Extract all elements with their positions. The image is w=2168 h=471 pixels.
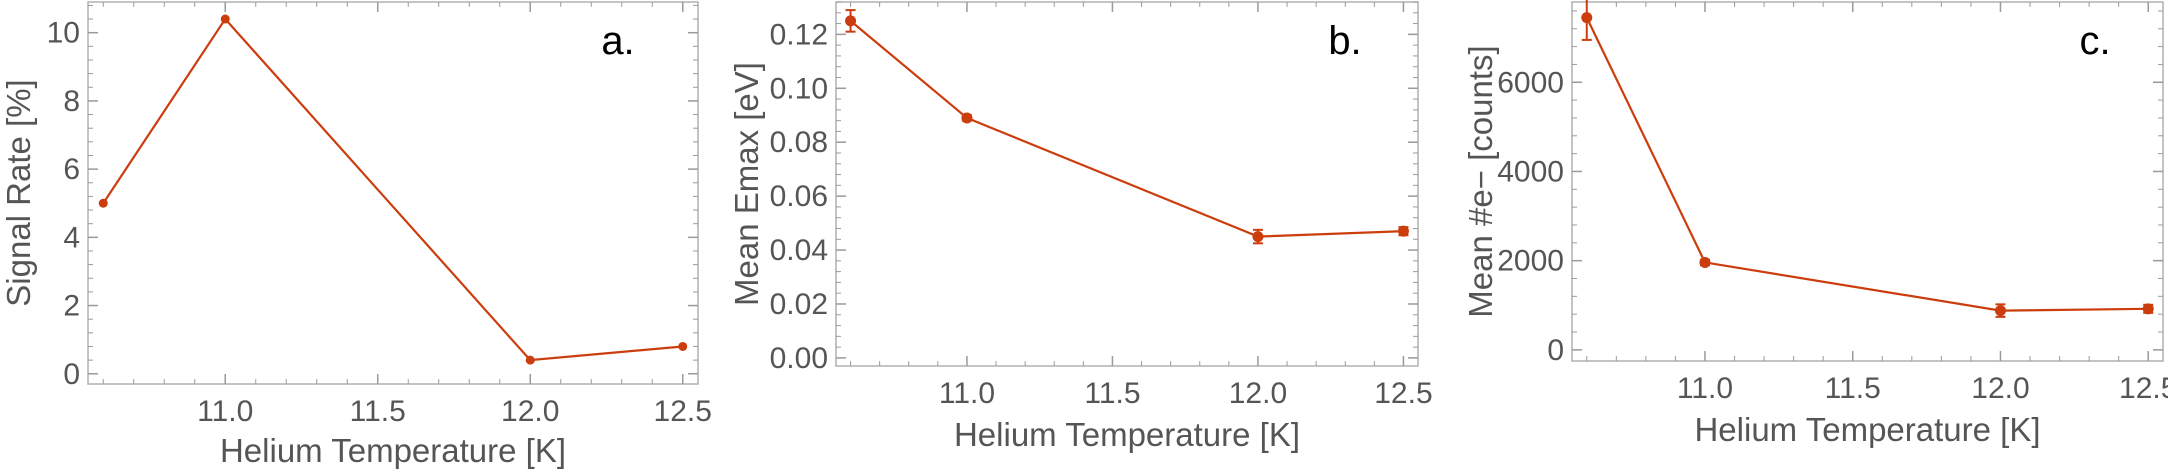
data-point (220, 14, 230, 24)
x-tick-label: 11.0 (1677, 372, 1733, 405)
plot-frame (1571, 1, 2164, 362)
y-tick-label: 0.02 (770, 288, 828, 321)
x-tick-label: 12.0 (501, 395, 559, 428)
x-axis-label: Helium Temperature [K] (220, 432, 566, 469)
y-tick-label: 0.10 (770, 72, 828, 105)
y-tick-label: 4000 (1497, 155, 1564, 188)
data-point (98, 198, 108, 208)
y-tick-label: 4 (63, 221, 80, 254)
series-line (1585, 17, 2149, 312)
y-tick-label: 2 (63, 290, 80, 323)
y-axis-label: Mean #e− [counts] (1462, 45, 1499, 317)
chart-panel-2: 11.0 11.5 12.0 12.5 0.00 0.02 0.04 0.06 0.08 0.10… (728, 1, 1433, 453)
panel-label: c. (2079, 19, 2110, 63)
y-tick-label: 2000 (1497, 245, 1564, 278)
y-tick-label: 0 (63, 358, 80, 391)
data-point (961, 112, 973, 124)
data-point (678, 341, 688, 351)
y-tick-label: 0.04 (770, 234, 828, 267)
y-tick-label: 0.06 (770, 180, 828, 213)
x-axis-label: Helium Temperature [K] (1694, 411, 2040, 448)
x-axis-label: Helium Temperature [K] (954, 416, 1300, 453)
x-tick-label: 12.0 (1229, 377, 1287, 410)
chart-panel-1: 11.0 11.5 12.0 12.5 0 2 4 6 8 10 Helium Temperatur… (0, 1, 712, 469)
plot-frame (87, 1, 699, 385)
data-point (525, 355, 535, 365)
x-tick-label: 11.5 (350, 395, 406, 428)
data-point (845, 15, 857, 27)
data-point (1699, 256, 1711, 268)
panel-label: b. (1328, 19, 1361, 63)
y-axis-label: Signal Rate [%] (0, 79, 37, 306)
series-line (102, 17, 683, 362)
panel-label: a. (601, 19, 634, 63)
x-tick-label: 12.5 (1374, 377, 1432, 410)
y-tick-label: 6000 (1497, 66, 1564, 99)
x-tick-label: 12.0 (1971, 372, 2029, 405)
y-axis-label: Mean Emax [eV] (728, 62, 765, 306)
x-tick-label: 12.5 (654, 395, 712, 428)
data-point (2142, 303, 2154, 315)
plot-frame (835, 1, 1419, 367)
x-tick-label: 11.5 (1825, 372, 1881, 405)
data-point (1252, 231, 1264, 243)
chart-panel-3: 11.0 11.5 12.0 12.5 0 2000 4000 6000 Helium Temp… (1462, 0, 2168, 448)
y-tick-label: 0.08 (770, 126, 828, 159)
data-point (1994, 305, 2006, 317)
x-tick-label: 12.5 (2119, 372, 2168, 405)
data-point (1397, 225, 1409, 237)
x-tick-label: 11.0 (197, 395, 253, 428)
series-line (849, 20, 1404, 238)
y-tick-label: 8 (63, 85, 80, 118)
x-tick-label: 11.5 (1084, 377, 1140, 410)
x-tick-label: 11.0 (939, 377, 995, 410)
y-tick-label: 0.00 (770, 342, 828, 375)
data-point (1581, 12, 1593, 24)
y-tick-label: 6 (63, 153, 80, 186)
y-tick-label: 10 (47, 17, 80, 50)
y-tick-label: 0.12 (770, 18, 828, 51)
y-tick-label: 0 (1547, 334, 1564, 367)
